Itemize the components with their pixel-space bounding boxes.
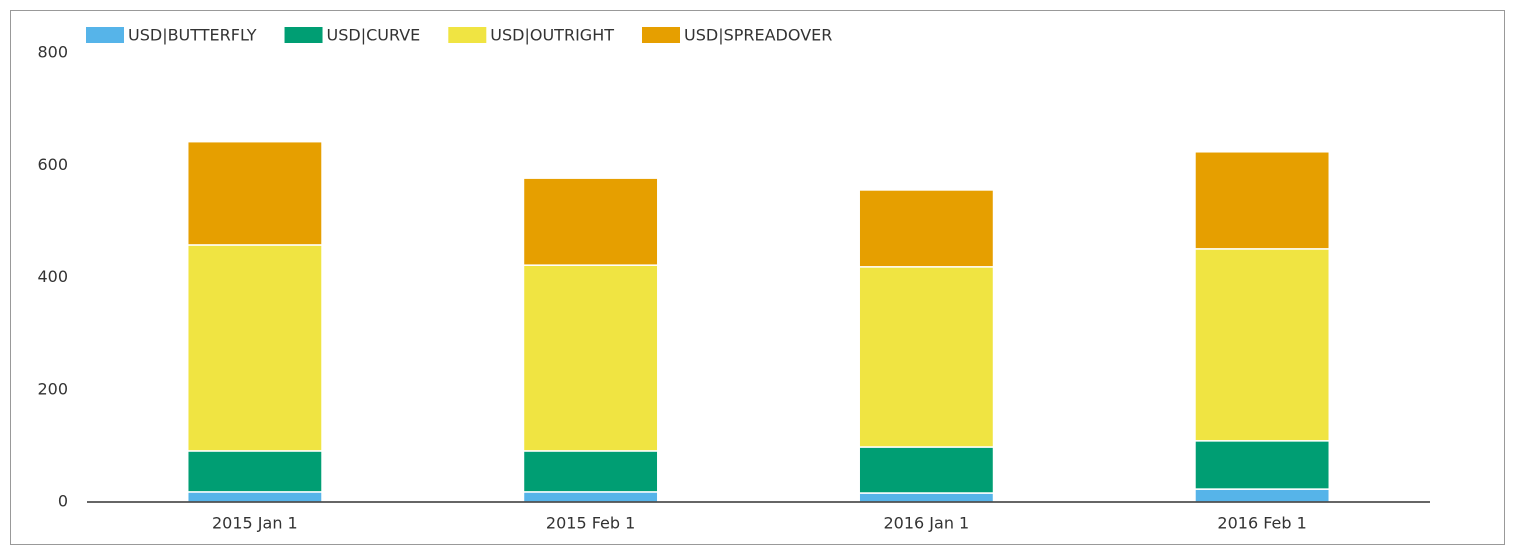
bar-segment bbox=[186, 244, 323, 452]
bar-segment bbox=[858, 492, 995, 503]
x-tick-label: 2015 Jan 1 bbox=[212, 514, 298, 533]
x-tick-label: 2016 Feb 1 bbox=[1217, 514, 1306, 533]
bar-segment bbox=[1194, 440, 1331, 490]
bar-segment bbox=[522, 450, 659, 493]
legend-label: USD|BUTTERFLY bbox=[128, 26, 257, 45]
bar-segment bbox=[522, 264, 659, 452]
legend-label: USD|SPREADOVER bbox=[684, 26, 832, 45]
bar-segment bbox=[1194, 151, 1331, 250]
bar-segment bbox=[858, 189, 995, 268]
bar-segment bbox=[186, 450, 323, 493]
legend-swatch bbox=[284, 27, 323, 43]
bar-segment bbox=[858, 446, 995, 494]
y-tick-label: 400 bbox=[37, 267, 68, 286]
y-tick-label: 200 bbox=[37, 379, 68, 398]
legend-swatch bbox=[86, 27, 124, 43]
y-tick-label: 800 bbox=[37, 43, 68, 62]
bar-segment bbox=[522, 491, 659, 503]
bar-segment bbox=[1194, 248, 1331, 442]
legend-label: USD|CURVE bbox=[327, 26, 421, 45]
legend-swatch bbox=[448, 27, 487, 43]
legend-swatch bbox=[642, 27, 680, 43]
bar-segment bbox=[522, 177, 659, 266]
y-tick-label: 0 bbox=[58, 492, 68, 511]
bar-segment bbox=[858, 266, 995, 448]
bar-segment bbox=[1194, 488, 1331, 503]
x-tick-label: 2015 Feb 1 bbox=[546, 514, 635, 533]
x-tick-label: 2016 Jan 1 bbox=[884, 514, 970, 533]
legend-label: USD|OUTRIGHT bbox=[490, 26, 614, 45]
y-tick-label: 600 bbox=[37, 155, 68, 174]
bar-segment bbox=[186, 491, 323, 503]
bar-segment bbox=[186, 140, 323, 246]
